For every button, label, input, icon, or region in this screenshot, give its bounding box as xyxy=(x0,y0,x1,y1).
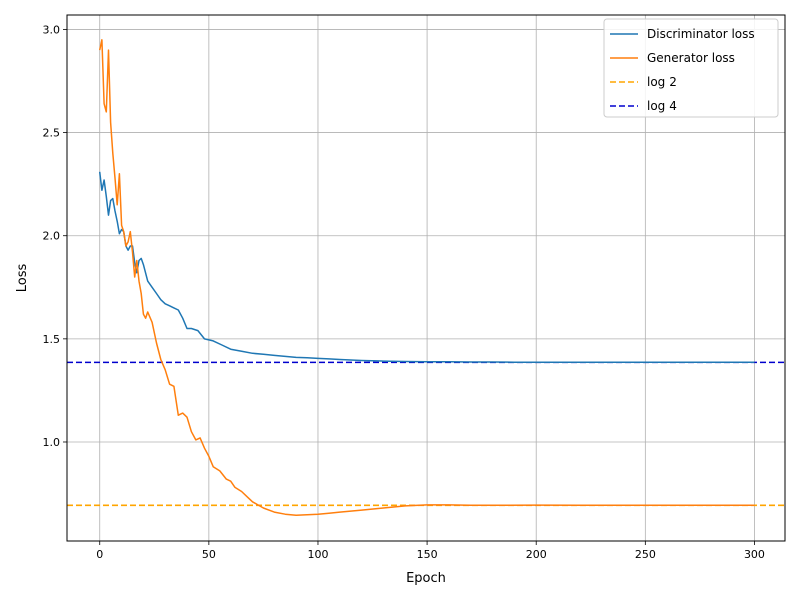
legend-label: Discriminator loss xyxy=(647,27,755,41)
x-tick-label: 250 xyxy=(635,548,656,561)
legend-label-arg: 2 xyxy=(669,75,677,89)
legend-label: log 2 xyxy=(647,75,677,89)
x-axis-label: Epoch xyxy=(406,571,446,586)
x-tick-label: 150 xyxy=(417,548,438,561)
x-tick-label: 200 xyxy=(526,548,547,561)
x-tick-label: 100 xyxy=(307,548,328,561)
x-axis-ticks: 0 50 100 150 200 250 300 xyxy=(96,541,765,561)
plot-frame xyxy=(66,14,786,542)
legend-label-main: log xyxy=(647,99,665,113)
y-tick-label: 2.5 xyxy=(43,127,61,140)
y-tick-label: 1.0 xyxy=(43,436,61,449)
y-tick-label: 1.5 xyxy=(43,333,61,346)
legend-label: Generator loss xyxy=(647,51,735,65)
y-axis-label: Loss xyxy=(15,264,30,293)
x-tick-label: 0 xyxy=(96,548,103,561)
x-tick-label: 50 xyxy=(202,548,216,561)
x-tick-label: 300 xyxy=(744,548,765,561)
legend-box xyxy=(603,18,779,118)
legend: Discriminator loss Generator loss log 2 log 4 xyxy=(603,18,779,118)
discriminator-loss-line xyxy=(98,171,755,363)
y-axis-ticks: 1.0 1.5 2.0 2.5 3.0 xyxy=(43,23,67,449)
legend-label-arg: 4 xyxy=(669,99,677,113)
generator-loss-line xyxy=(98,39,755,516)
legend-label: log 4 xyxy=(647,99,677,113)
series-lines xyxy=(98,39,755,516)
y-tick-label: 2.0 xyxy=(43,230,61,243)
legend-label-main: log xyxy=(647,75,665,89)
y-tick-label: 3.0 xyxy=(43,23,61,36)
reference-lines xyxy=(67,361,785,507)
